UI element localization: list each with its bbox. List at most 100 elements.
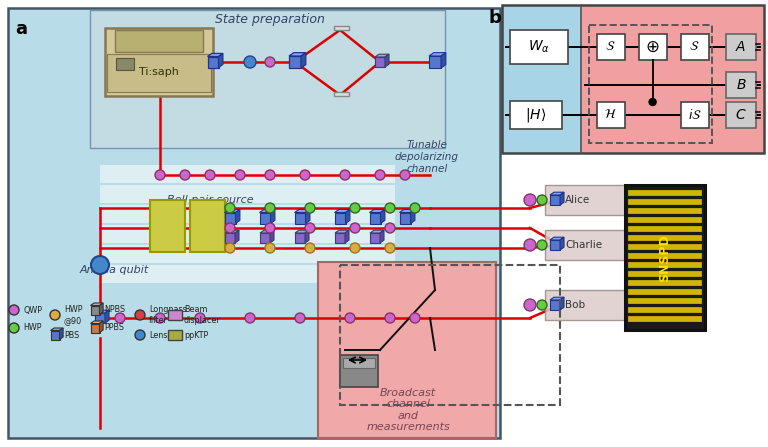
Circle shape: [385, 243, 395, 253]
Bar: [628, 253, 702, 259]
Text: PPBS: PPBS: [104, 324, 124, 333]
Text: SNSPD: SNSPD: [658, 234, 671, 282]
Bar: [335, 212, 346, 224]
Bar: [628, 271, 702, 277]
Text: $\mathcal{S}$: $\mathcal{S}$: [605, 41, 616, 54]
Circle shape: [385, 203, 395, 213]
Polygon shape: [51, 328, 63, 330]
Bar: [105, 28, 213, 96]
Polygon shape: [305, 230, 309, 243]
Circle shape: [265, 57, 275, 67]
Text: $A$: $A$: [736, 40, 746, 54]
Polygon shape: [235, 230, 239, 243]
Circle shape: [155, 313, 165, 323]
Bar: [429, 56, 441, 68]
Circle shape: [9, 323, 19, 333]
Bar: [545, 185, 630, 215]
Circle shape: [524, 239, 536, 251]
Circle shape: [265, 243, 275, 253]
Bar: [628, 235, 702, 241]
Polygon shape: [260, 210, 275, 212]
Bar: [625, 185, 705, 330]
Circle shape: [300, 170, 310, 180]
Bar: [91, 305, 100, 315]
Bar: [399, 212, 411, 224]
Circle shape: [235, 170, 245, 180]
Circle shape: [410, 313, 420, 323]
Bar: [8, 8, 500, 438]
Bar: [680, 102, 709, 128]
Circle shape: [305, 243, 315, 253]
Bar: [545, 230, 630, 260]
Bar: [207, 56, 219, 67]
Circle shape: [135, 310, 145, 320]
Polygon shape: [301, 53, 306, 68]
Circle shape: [410, 203, 420, 213]
Circle shape: [180, 170, 190, 180]
Text: NPBS: NPBS: [104, 305, 125, 315]
Polygon shape: [550, 237, 564, 240]
Polygon shape: [91, 303, 103, 305]
Circle shape: [524, 299, 536, 311]
Bar: [260, 233, 270, 243]
Bar: [597, 34, 624, 60]
Bar: [510, 30, 568, 64]
Text: HWP
@90: HWP @90: [64, 305, 82, 325]
Circle shape: [225, 223, 235, 233]
Text: Alice: Alice: [565, 195, 591, 205]
Bar: [115, 30, 203, 52]
Bar: [628, 262, 702, 268]
Text: b: b: [488, 9, 501, 27]
Text: Longpass
filter: Longpass filter: [149, 305, 187, 325]
Text: $i\mathcal{S}$: $i\mathcal{S}$: [687, 108, 701, 122]
Bar: [340, 355, 378, 387]
Bar: [225, 233, 235, 243]
Text: $W_\alpha$: $W_\alpha$: [528, 39, 550, 55]
Circle shape: [350, 203, 360, 213]
Bar: [100, 205, 395, 223]
Circle shape: [649, 98, 656, 105]
Polygon shape: [236, 210, 240, 224]
Circle shape: [245, 313, 255, 323]
Polygon shape: [207, 54, 223, 56]
Text: Ancilla qubit: Ancilla qubit: [80, 265, 149, 275]
Circle shape: [155, 170, 165, 180]
Bar: [100, 165, 395, 183]
Bar: [628, 190, 702, 196]
Polygon shape: [441, 53, 445, 68]
Polygon shape: [550, 297, 564, 300]
Circle shape: [9, 305, 19, 315]
Polygon shape: [560, 297, 564, 310]
Circle shape: [350, 223, 360, 233]
Polygon shape: [429, 53, 445, 56]
Bar: [375, 57, 385, 67]
Text: Beam
displacer: Beam displacer: [184, 305, 220, 325]
Bar: [168, 310, 182, 320]
Polygon shape: [100, 321, 103, 333]
Bar: [628, 307, 702, 313]
Text: PBS: PBS: [64, 330, 79, 340]
Bar: [260, 212, 270, 224]
Polygon shape: [369, 210, 385, 212]
Circle shape: [305, 223, 315, 233]
Circle shape: [537, 240, 547, 250]
Text: $\oplus$: $\oplus$: [645, 38, 660, 56]
Polygon shape: [91, 321, 103, 324]
Polygon shape: [335, 210, 350, 212]
Polygon shape: [260, 230, 274, 233]
Bar: [628, 280, 702, 286]
Polygon shape: [270, 210, 275, 224]
Bar: [628, 298, 702, 304]
Bar: [628, 217, 702, 223]
Bar: [550, 300, 560, 310]
Polygon shape: [294, 210, 310, 212]
Bar: [581, 5, 764, 153]
Bar: [289, 56, 301, 68]
Polygon shape: [560, 237, 564, 250]
Polygon shape: [385, 54, 389, 67]
Text: Charlie: Charlie: [565, 240, 602, 250]
Text: ppKTP: ppKTP: [184, 330, 208, 340]
Bar: [550, 195, 560, 205]
Bar: [334, 92, 349, 96]
Polygon shape: [411, 210, 415, 224]
